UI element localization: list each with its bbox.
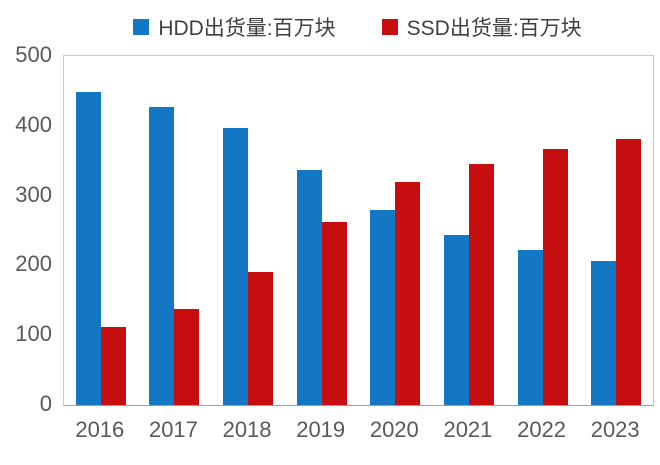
- x-tick-label-2020: 2020: [369, 417, 419, 442]
- hdd-legend-swatch-icon: [133, 19, 150, 35]
- ssd-bar-2019: [321, 222, 347, 405]
- ssd-legend-swatch-icon: [381, 19, 398, 35]
- ssd-bar-2018: [248, 272, 274, 405]
- ssd-bar-2022: [542, 148, 568, 405]
- ssd-bar-2017: [174, 309, 200, 405]
- y-tick-label: 400: [15, 111, 52, 137]
- hdd-bar-2023: [591, 260, 617, 405]
- y-axis: 0 100 200 300 400 500: [0, 44, 52, 415]
- bar-groups: [64, 56, 653, 405]
- bar-group-2019: [285, 56, 359, 405]
- hdd-bar-2017: [149, 106, 175, 405]
- hdd-bar-2021: [443, 234, 469, 405]
- hdd-bar-2016: [75, 91, 101, 405]
- x-tick-label-2023: 2023: [590, 417, 640, 442]
- legend-entry-hdd: HDD出货量:百万块: [133, 12, 336, 42]
- x-tick-label-2022: 2022: [517, 417, 567, 442]
- ssd-bar-2020: [395, 181, 421, 405]
- ssd-bar-2023: [616, 139, 642, 405]
- ssd-bar-2016: [100, 326, 126, 405]
- y-tick-label: 100: [15, 321, 52, 347]
- hdd-bar-2019: [296, 170, 322, 405]
- y-tick-label: 0: [39, 391, 52, 416]
- bar-group-2020: [359, 56, 433, 405]
- bar-group-2018: [211, 56, 285, 405]
- ssd-bar-2021: [468, 163, 494, 405]
- legend-entry-ssd: SSD出货量:百万块: [381, 12, 582, 42]
- x-tick-label-2016: 2016: [75, 417, 125, 442]
- x-tick-label-2018: 2018: [222, 417, 272, 442]
- hdd-bar-2018: [223, 127, 249, 405]
- bar-group-2017: [138, 56, 212, 405]
- y-tick-label: 200: [15, 251, 52, 277]
- legend-label-ssd: SSD出货量:百万块: [406, 17, 582, 40]
- bar-group-2021: [432, 56, 506, 405]
- y-tick-label: 500: [15, 42, 52, 67]
- x-tick-label-2017: 2017: [148, 417, 198, 442]
- bar-group-2022: [506, 56, 580, 405]
- legend-label-hdd: HDD出货量:百万块: [158, 17, 336, 40]
- x-axis: 2016 2017 2018 2019 2020 2021 2022 2023: [63, 419, 652, 441]
- bar-group-2023: [579, 56, 653, 405]
- hdd-bar-2022: [517, 250, 543, 405]
- bar-group-2016: [64, 56, 138, 405]
- hdd-bar-2020: [370, 210, 396, 405]
- x-tick-label-2021: 2021: [443, 417, 493, 442]
- plot-area: [63, 55, 654, 406]
- chart-legend: HDD出货量:百万块 SSD出货量:百万块: [63, 12, 652, 42]
- y-tick-label: 300: [15, 181, 52, 207]
- x-tick-label-2019: 2019: [296, 417, 346, 442]
